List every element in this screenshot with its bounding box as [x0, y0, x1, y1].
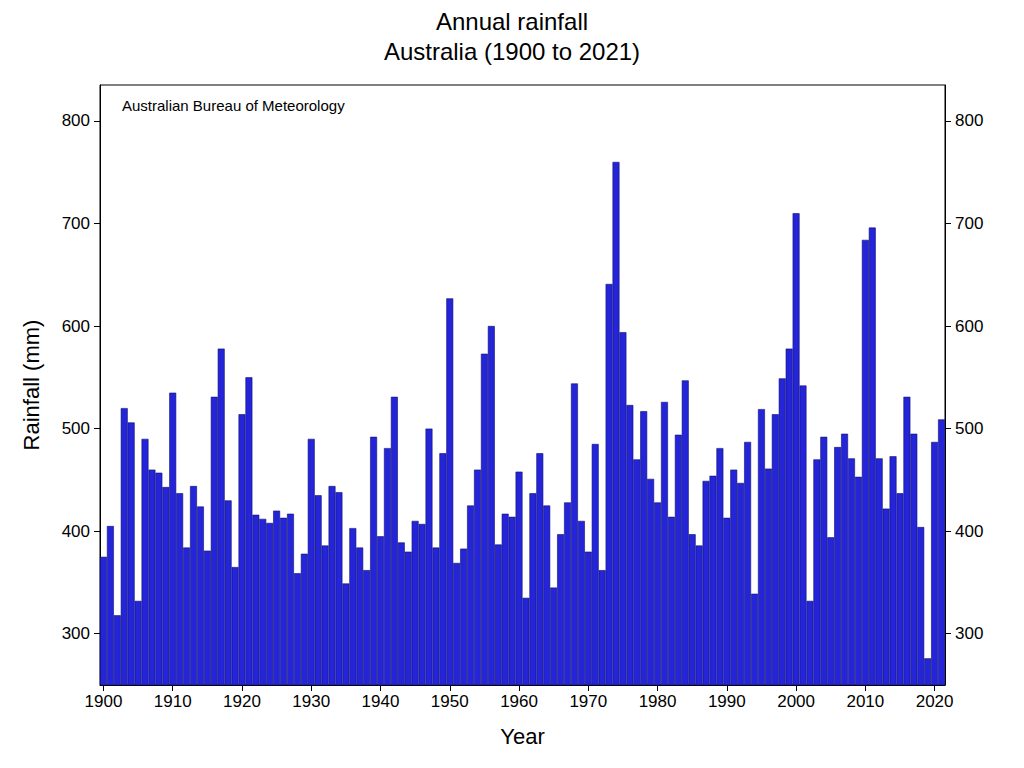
svg-text:600: 600 [955, 317, 983, 336]
svg-text:500: 500 [62, 419, 90, 438]
svg-text:Rainfall (mm): Rainfall (mm) [19, 320, 44, 451]
svg-text:1950: 1950 [431, 692, 469, 711]
svg-text:700: 700 [955, 214, 983, 233]
svg-text:300: 300 [62, 624, 90, 643]
svg-text:800: 800 [955, 111, 983, 130]
svg-text:1900: 1900 [85, 692, 123, 711]
svg-text:Australian Bureau of Meteorolo: Australian Bureau of Meteorology [122, 97, 345, 114]
svg-text:300: 300 [955, 624, 983, 643]
svg-text:800: 800 [62, 111, 90, 130]
svg-text:Annual rainfall: Annual rainfall [436, 8, 588, 35]
svg-text:400: 400 [62, 522, 90, 541]
svg-text:1930: 1930 [292, 692, 330, 711]
svg-text:1910: 1910 [154, 692, 192, 711]
svg-text:1920: 1920 [223, 692, 261, 711]
svg-text:700: 700 [62, 214, 90, 233]
svg-text:1970: 1970 [569, 692, 607, 711]
svg-text:1990: 1990 [708, 692, 746, 711]
svg-text:Year: Year [500, 724, 544, 749]
svg-text:2020: 2020 [916, 692, 954, 711]
svg-text:1980: 1980 [639, 692, 677, 711]
svg-text:2010: 2010 [846, 692, 884, 711]
svg-text:1960: 1960 [500, 692, 538, 711]
svg-text:1940: 1940 [362, 692, 400, 711]
svg-text:400: 400 [955, 522, 983, 541]
svg-text:2000: 2000 [777, 692, 815, 711]
svg-text:500: 500 [955, 419, 983, 438]
svg-text:Australia (1900 to 2021): Australia (1900 to 2021) [384, 38, 640, 65]
svg-text:600: 600 [62, 317, 90, 336]
